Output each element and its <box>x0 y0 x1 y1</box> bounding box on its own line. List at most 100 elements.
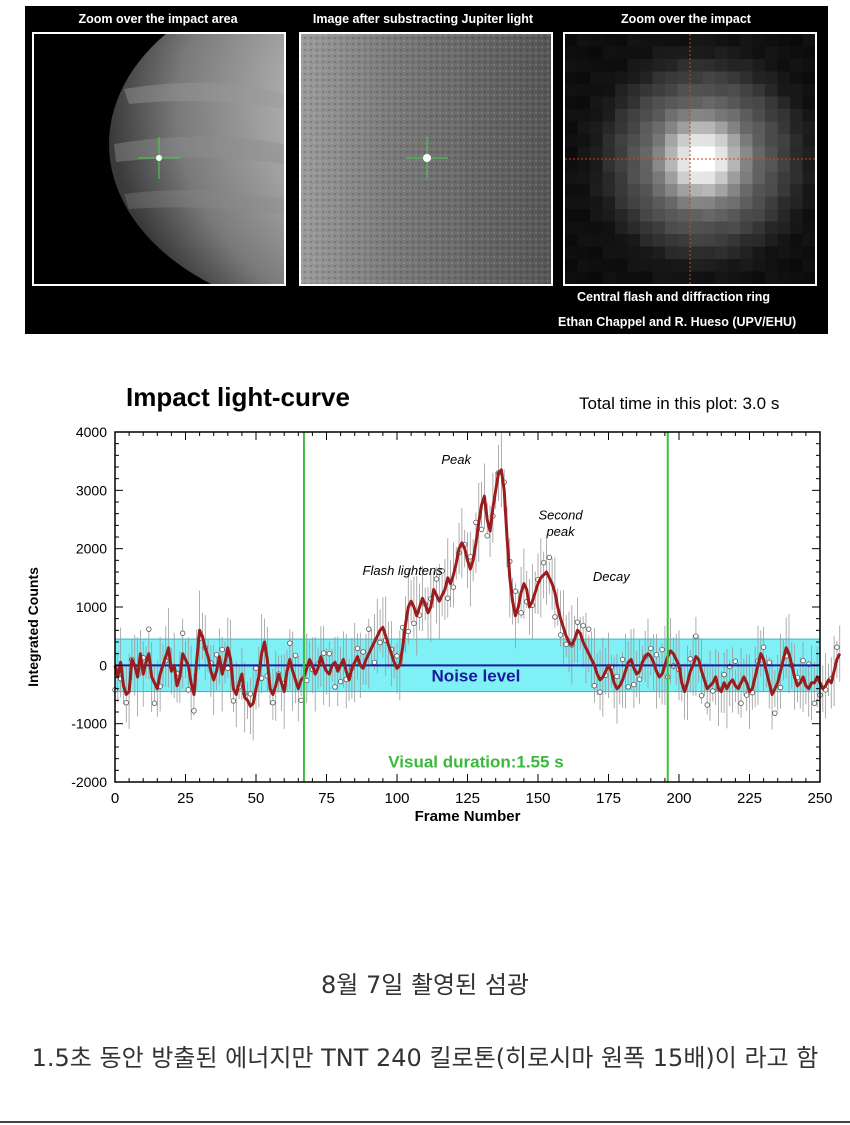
light-curve-chart: 0 25 50 75 100 125 150 175 200 225 250 -2000 -1000 0 1… <box>25 424 842 825</box>
data-point <box>394 653 400 659</box>
y-tick-label: 4000 <box>76 424 107 440</box>
data-point <box>326 650 333 657</box>
noise-level-label: Noise level <box>432 667 521 686</box>
data-point <box>484 533 490 539</box>
x-tick-label: 25 <box>177 790 194 807</box>
data-point <box>743 692 750 698</box>
data-point <box>597 689 603 695</box>
data-point <box>360 649 366 655</box>
data-point <box>445 595 451 601</box>
x-tick-label: 225 <box>737 790 762 807</box>
data-point <box>693 633 699 639</box>
x-tick-label: 50 <box>248 790 265 807</box>
data-point <box>320 650 327 656</box>
panel-title-2: Image after substracting Jupiter light <box>312 12 534 26</box>
data-point <box>738 700 744 706</box>
y-tick-label: 3000 <box>76 482 107 498</box>
data-point <box>191 708 197 714</box>
data-point <box>270 699 276 706</box>
annotation-label: Peak <box>441 452 472 467</box>
data-point <box>710 688 716 694</box>
data-point <box>732 658 739 664</box>
x-tick-label: 200 <box>666 790 691 807</box>
data-point <box>450 584 457 590</box>
visual-duration-label: Visual duration:1.55 s <box>388 752 563 771</box>
series-line <box>113 468 842 708</box>
annotation-label: peak <box>545 524 576 539</box>
x-tick-label: 100 <box>384 790 409 807</box>
data-point <box>546 554 552 561</box>
image-caption: 8월 7일 촬영된 섬광 <box>321 971 529 999</box>
data-point <box>371 659 378 666</box>
data-point <box>304 677 310 684</box>
data-point <box>777 684 784 691</box>
data-point <box>219 646 225 653</box>
x-tick-label: 125 <box>455 790 480 807</box>
image-description: 1.5초 동안 방출된 에너지만 TNT 240 킬로톤(히로시마 원폭 15배… <box>31 1044 819 1072</box>
data-point <box>811 700 818 706</box>
data-point <box>704 702 710 708</box>
data-point <box>292 652 299 659</box>
data-point <box>698 692 705 699</box>
data-point <box>636 676 643 683</box>
data-point <box>653 652 660 658</box>
x-axis-label: Frame Number <box>415 808 521 825</box>
plot-frame <box>114 431 821 783</box>
y-axis-label: Integrated Counts <box>25 567 41 687</box>
data-point <box>557 632 564 638</box>
data-point <box>298 697 304 704</box>
data-point <box>619 656 626 663</box>
data-point <box>631 681 637 688</box>
panel-title-1: Zoom over the impact area <box>78 12 238 26</box>
data-point <box>405 628 411 635</box>
data-point <box>659 646 665 653</box>
data-point <box>625 684 631 690</box>
chart-title: Impact light-curve <box>126 382 350 412</box>
crosshair-icon <box>565 34 815 284</box>
data-point <box>230 698 237 704</box>
x-tick-label: 75 <box>318 790 335 807</box>
chart-subtitle: Total time in this plot: 3.0 s <box>579 394 780 413</box>
data-point <box>552 614 558 620</box>
panel-caption: Central flash and diffraction ring <box>577 290 771 304</box>
data-point <box>586 626 592 632</box>
data-point <box>179 630 186 636</box>
data-point <box>512 588 519 594</box>
data-point <box>411 620 417 627</box>
data-point <box>247 691 254 697</box>
data-point <box>146 626 152 632</box>
data-point <box>213 652 220 658</box>
data-point <box>721 671 727 678</box>
panel-title-3: Zoom over the impact <box>621 12 751 26</box>
data-point <box>687 656 693 662</box>
data-point <box>800 657 806 664</box>
annotation-label: Second <box>539 508 584 523</box>
data-point <box>563 641 569 648</box>
data-point <box>760 644 767 650</box>
data-point <box>151 700 158 706</box>
data-point <box>377 639 383 646</box>
data-point <box>185 687 192 693</box>
data-point <box>287 640 293 646</box>
data-point <box>540 559 547 566</box>
data-point <box>580 622 586 629</box>
data-point <box>354 645 361 652</box>
data-point <box>433 576 440 582</box>
data-point <box>478 526 485 533</box>
annotation-label: Flash lightens <box>363 563 444 578</box>
y-tick-label: 1000 <box>76 599 107 615</box>
data-point <box>366 626 372 632</box>
data-point <box>614 673 620 680</box>
data-point <box>766 659 772 666</box>
impact-zoom-image <box>563 32 817 286</box>
impact-area-image <box>32 32 286 286</box>
data-point <box>574 619 581 625</box>
subtracted-image <box>299 32 553 286</box>
y-tick-label: -2000 <box>71 774 107 790</box>
data-point <box>123 699 129 706</box>
image-credit: Ethan Chappel and R. Hueso (UPV/EHU) <box>558 315 797 329</box>
data-point <box>834 644 840 650</box>
annotation-label: Decay <box>593 569 631 584</box>
data-point <box>225 665 231 671</box>
data-point <box>332 684 338 690</box>
